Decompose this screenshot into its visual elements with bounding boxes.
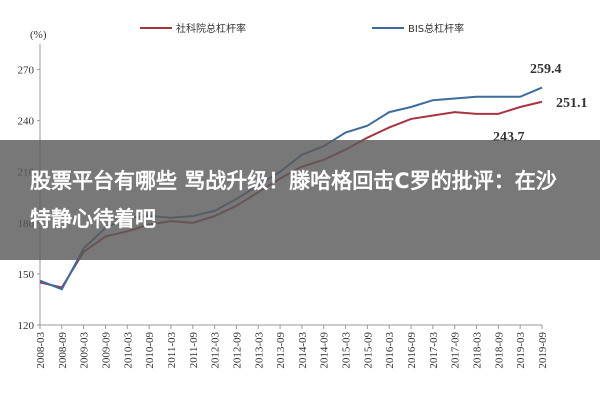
legend-label: 社科院总杠杆率 bbox=[176, 22, 246, 35]
y-tick-label: 240 bbox=[18, 116, 35, 128]
x-tick-label: 2015-09 bbox=[362, 332, 374, 369]
x-tick-label: 2018-03 bbox=[472, 332, 484, 369]
x-tick-label: 2012-03 bbox=[210, 332, 222, 369]
x-tick-label: 2011-09 bbox=[188, 332, 200, 369]
x-tick-label: 2009-09 bbox=[100, 332, 112, 369]
x-tick-label: 2012-09 bbox=[231, 332, 243, 369]
x-tick-label: 2017-09 bbox=[450, 332, 462, 369]
x-tick-label: 2016-03 bbox=[384, 332, 396, 369]
x-tick-label: 2010-03 bbox=[122, 332, 134, 369]
x-tick-label: 2014-09 bbox=[319, 332, 331, 369]
annotation: 259.4 bbox=[530, 62, 562, 77]
x-tick-label: 2009-03 bbox=[79, 332, 91, 369]
x-tick-label: 2008-03 bbox=[35, 332, 47, 369]
y-tick-label: 120 bbox=[18, 320, 35, 332]
x-tick-label: 2019-09 bbox=[537, 332, 549, 369]
y-tick-label: 270 bbox=[18, 65, 35, 77]
x-tick-label: 2017-03 bbox=[428, 332, 440, 369]
y-tick-label: 150 bbox=[18, 269, 35, 281]
x-tick-label: 2014-03 bbox=[297, 332, 309, 369]
x-tick-label: 2016-09 bbox=[406, 332, 418, 369]
x-tick-label: 2011-03 bbox=[166, 332, 178, 369]
x-tick-label: 2013-03 bbox=[253, 332, 265, 369]
unit-label: (%) bbox=[30, 29, 47, 41]
x-tick-label: 2013-09 bbox=[275, 332, 287, 369]
legend-label: BIS总杠杆率 bbox=[408, 22, 464, 35]
x-tick-label: 2010-09 bbox=[144, 332, 156, 369]
x-tick-label: 2018-09 bbox=[493, 332, 505, 369]
x-tick-label: 2019-03 bbox=[515, 332, 527, 369]
x-tick-label: 2008-09 bbox=[57, 332, 69, 369]
x-tick-label: 2015-03 bbox=[341, 332, 353, 369]
headline-banner: 股票平台有哪些 骂战升级！滕哈格回击C罗的批评：在沙特静心待着吧 bbox=[0, 140, 600, 260]
annotation: 251.1 bbox=[556, 96, 588, 111]
